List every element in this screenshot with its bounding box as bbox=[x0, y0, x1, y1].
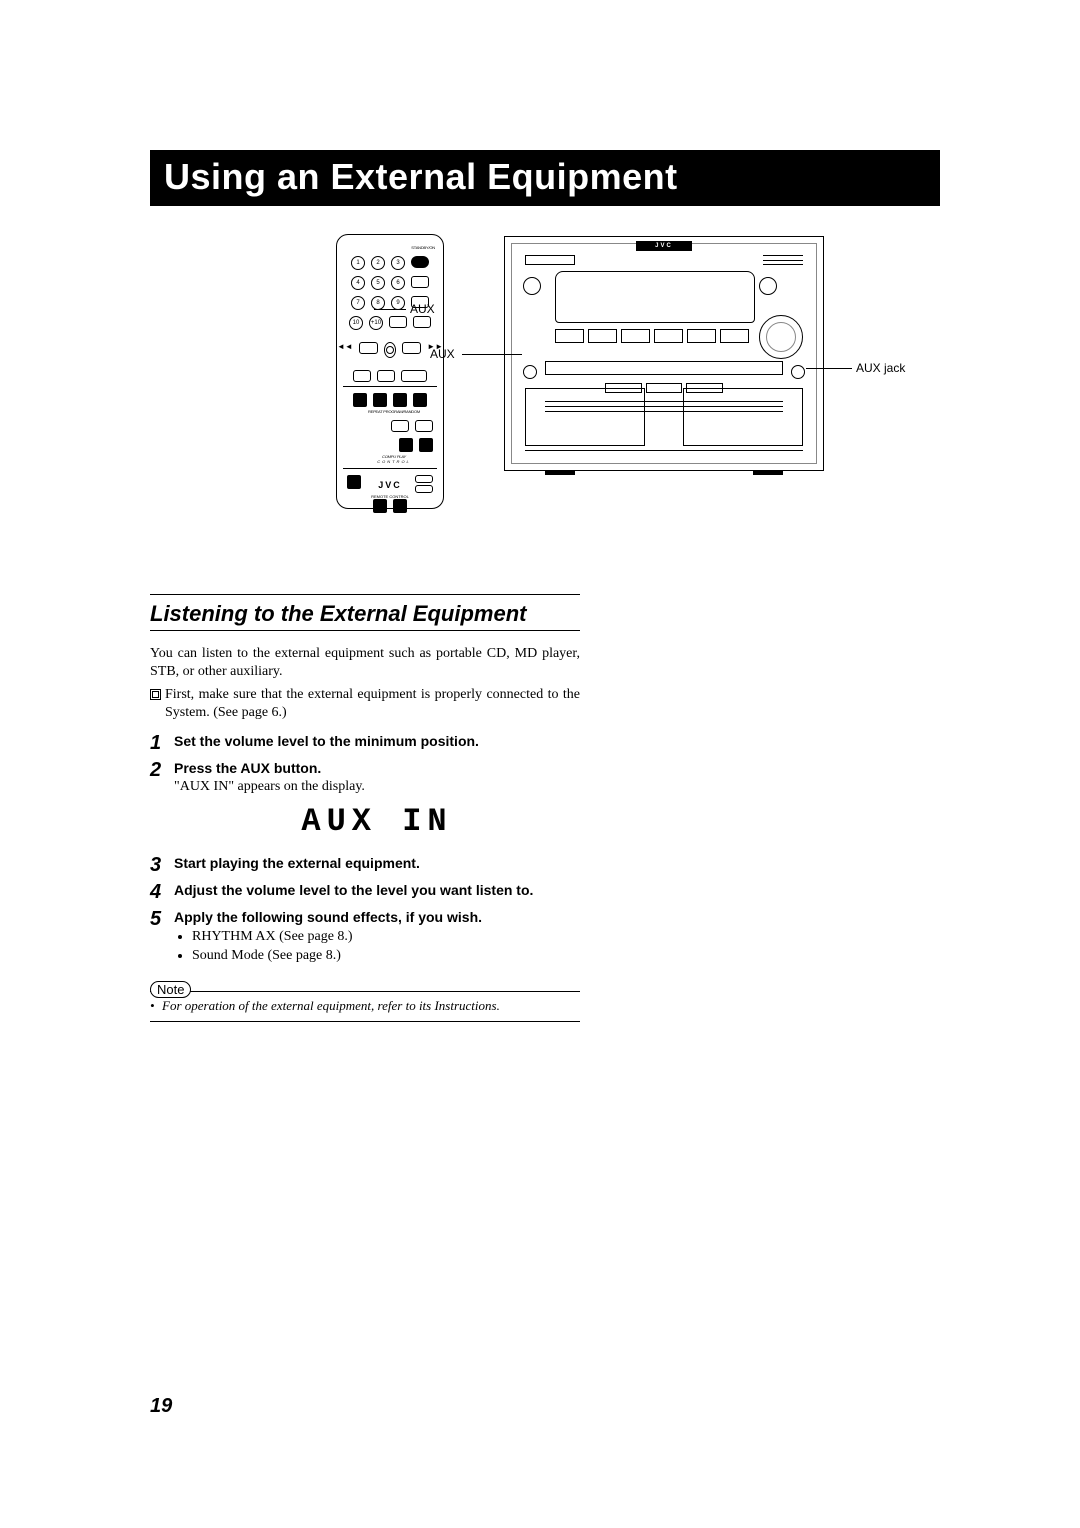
step-bullets: RHYTHM AX (See page 8.) Sound Mode (See … bbox=[174, 928, 580, 964]
note-block: Note • For operation of the external equ… bbox=[150, 981, 580, 1022]
rule-under-heading bbox=[150, 630, 580, 631]
figures-row: STANDBY/ON 123 456 789 10+10 ◄◄►► REPEAT… bbox=[150, 234, 940, 554]
note-rule-bottom bbox=[150, 1021, 580, 1022]
page-title: Using an External Equipment bbox=[150, 150, 940, 206]
stereo-brand-label: JVC bbox=[636, 241, 692, 251]
step-text: Start playing the external equipment. bbox=[174, 854, 580, 872]
content-column: Listening to the External Equipment You … bbox=[150, 594, 580, 1022]
step-number: 3 bbox=[150, 855, 174, 875]
list-item: Sound Mode (See page 8.) bbox=[192, 947, 580, 965]
remote-illustration: STANDBY/ON 123 456 789 10+10 ◄◄►► REPEAT… bbox=[336, 234, 444, 509]
step-number: 5 bbox=[150, 909, 174, 965]
step-number: 1 bbox=[150, 733, 174, 753]
page-number: 19 bbox=[150, 1395, 172, 1418]
page: Using an External Equipment STANDBY/ON 1… bbox=[0, 0, 1080, 1528]
step-1: 1 Set the volume level to the minimum po… bbox=[150, 732, 580, 753]
list-item: RHYTHM AX (See page 8.) bbox=[192, 928, 580, 946]
step-number: 2 bbox=[150, 760, 174, 848]
first-note: First, make sure that the external equip… bbox=[150, 686, 580, 722]
aux-stereo-label: AUX bbox=[430, 347, 455, 361]
step-2: 2 Press the AUX button. "AUX IN" appears… bbox=[150, 759, 580, 848]
step-text: Adjust the volume level to the level you… bbox=[174, 881, 580, 899]
step-number: 4 bbox=[150, 882, 174, 902]
step-5: 5 Apply the following sound effects, if … bbox=[150, 908, 580, 965]
steps-list: 1 Set the volume level to the minimum po… bbox=[150, 732, 580, 965]
rule-top bbox=[150, 594, 580, 595]
step-text: Set the volume level to the minimum posi… bbox=[174, 732, 580, 750]
step-text: Apply the following sound effects, if yo… bbox=[174, 908, 580, 926]
step-4: 4 Adjust the volume level to the level y… bbox=[150, 881, 580, 902]
square-bullet-icon bbox=[150, 689, 161, 700]
aux-jack-label: AUX jack bbox=[856, 361, 905, 375]
step-text: Press the AUX button. bbox=[174, 759, 580, 777]
remote-brand-label: JVC REMOTE CONTROL bbox=[337, 480, 443, 500]
note-badge: Note bbox=[150, 981, 191, 998]
step-3: 3 Start playing the external equipment. bbox=[150, 854, 580, 875]
intro-text: You can listen to the external equipment… bbox=[150, 645, 580, 681]
note-rule-top bbox=[150, 991, 580, 992]
step-subtext: "AUX IN" appears on the display. bbox=[174, 779, 580, 795]
aux-remote-label: AUX bbox=[410, 302, 435, 316]
section-heading: Listening to the External Equipment bbox=[150, 601, 580, 626]
note-text: • For operation of the external equipmen… bbox=[150, 998, 580, 1015]
stereo-illustration: JVC bbox=[504, 236, 824, 471]
display-readout: AUX IN bbox=[174, 803, 580, 840]
